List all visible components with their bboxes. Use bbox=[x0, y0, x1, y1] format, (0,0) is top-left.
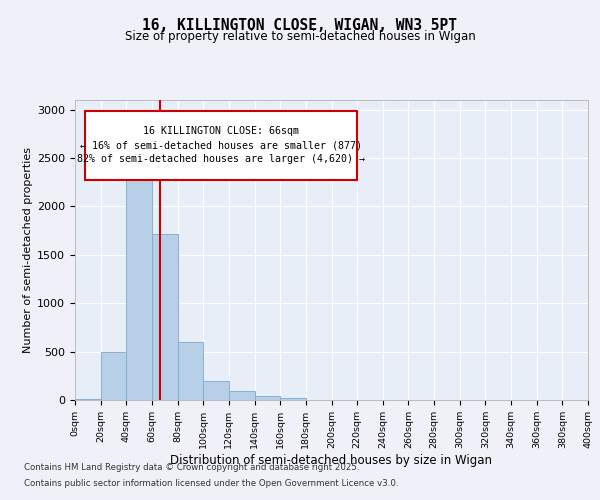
Bar bbox=[254, 396, 280, 400]
Bar bbox=[75, 399, 101, 400]
Bar bbox=[203, 381, 229, 400]
Bar bbox=[280, 398, 306, 400]
Bar bbox=[229, 392, 254, 400]
Text: 16, KILLINGTON CLOSE, WIGAN, WN3 5PT: 16, KILLINGTON CLOSE, WIGAN, WN3 5PT bbox=[143, 18, 458, 32]
Text: Contains HM Land Registry data © Crown copyright and database right 2025.: Contains HM Land Registry data © Crown c… bbox=[24, 464, 359, 472]
X-axis label: Distribution of semi-detached houses by size in Wigan: Distribution of semi-detached houses by … bbox=[170, 454, 493, 466]
Text: Contains public sector information licensed under the Open Government Licence v3: Contains public sector information licen… bbox=[24, 478, 398, 488]
Bar bbox=[127, 158, 152, 400]
Text: Size of property relative to semi-detached houses in Wigan: Size of property relative to semi-detach… bbox=[125, 30, 475, 43]
FancyBboxPatch shape bbox=[85, 110, 357, 180]
Bar bbox=[101, 352, 127, 400]
Bar bbox=[178, 342, 203, 400]
Text: 16 KILLINGTON CLOSE: 66sqm
← 16% of semi-detached houses are smaller (877)
82% o: 16 KILLINGTON CLOSE: 66sqm ← 16% of semi… bbox=[77, 126, 365, 164]
Y-axis label: Number of semi-detached properties: Number of semi-detached properties bbox=[23, 147, 33, 353]
Bar bbox=[152, 234, 178, 400]
